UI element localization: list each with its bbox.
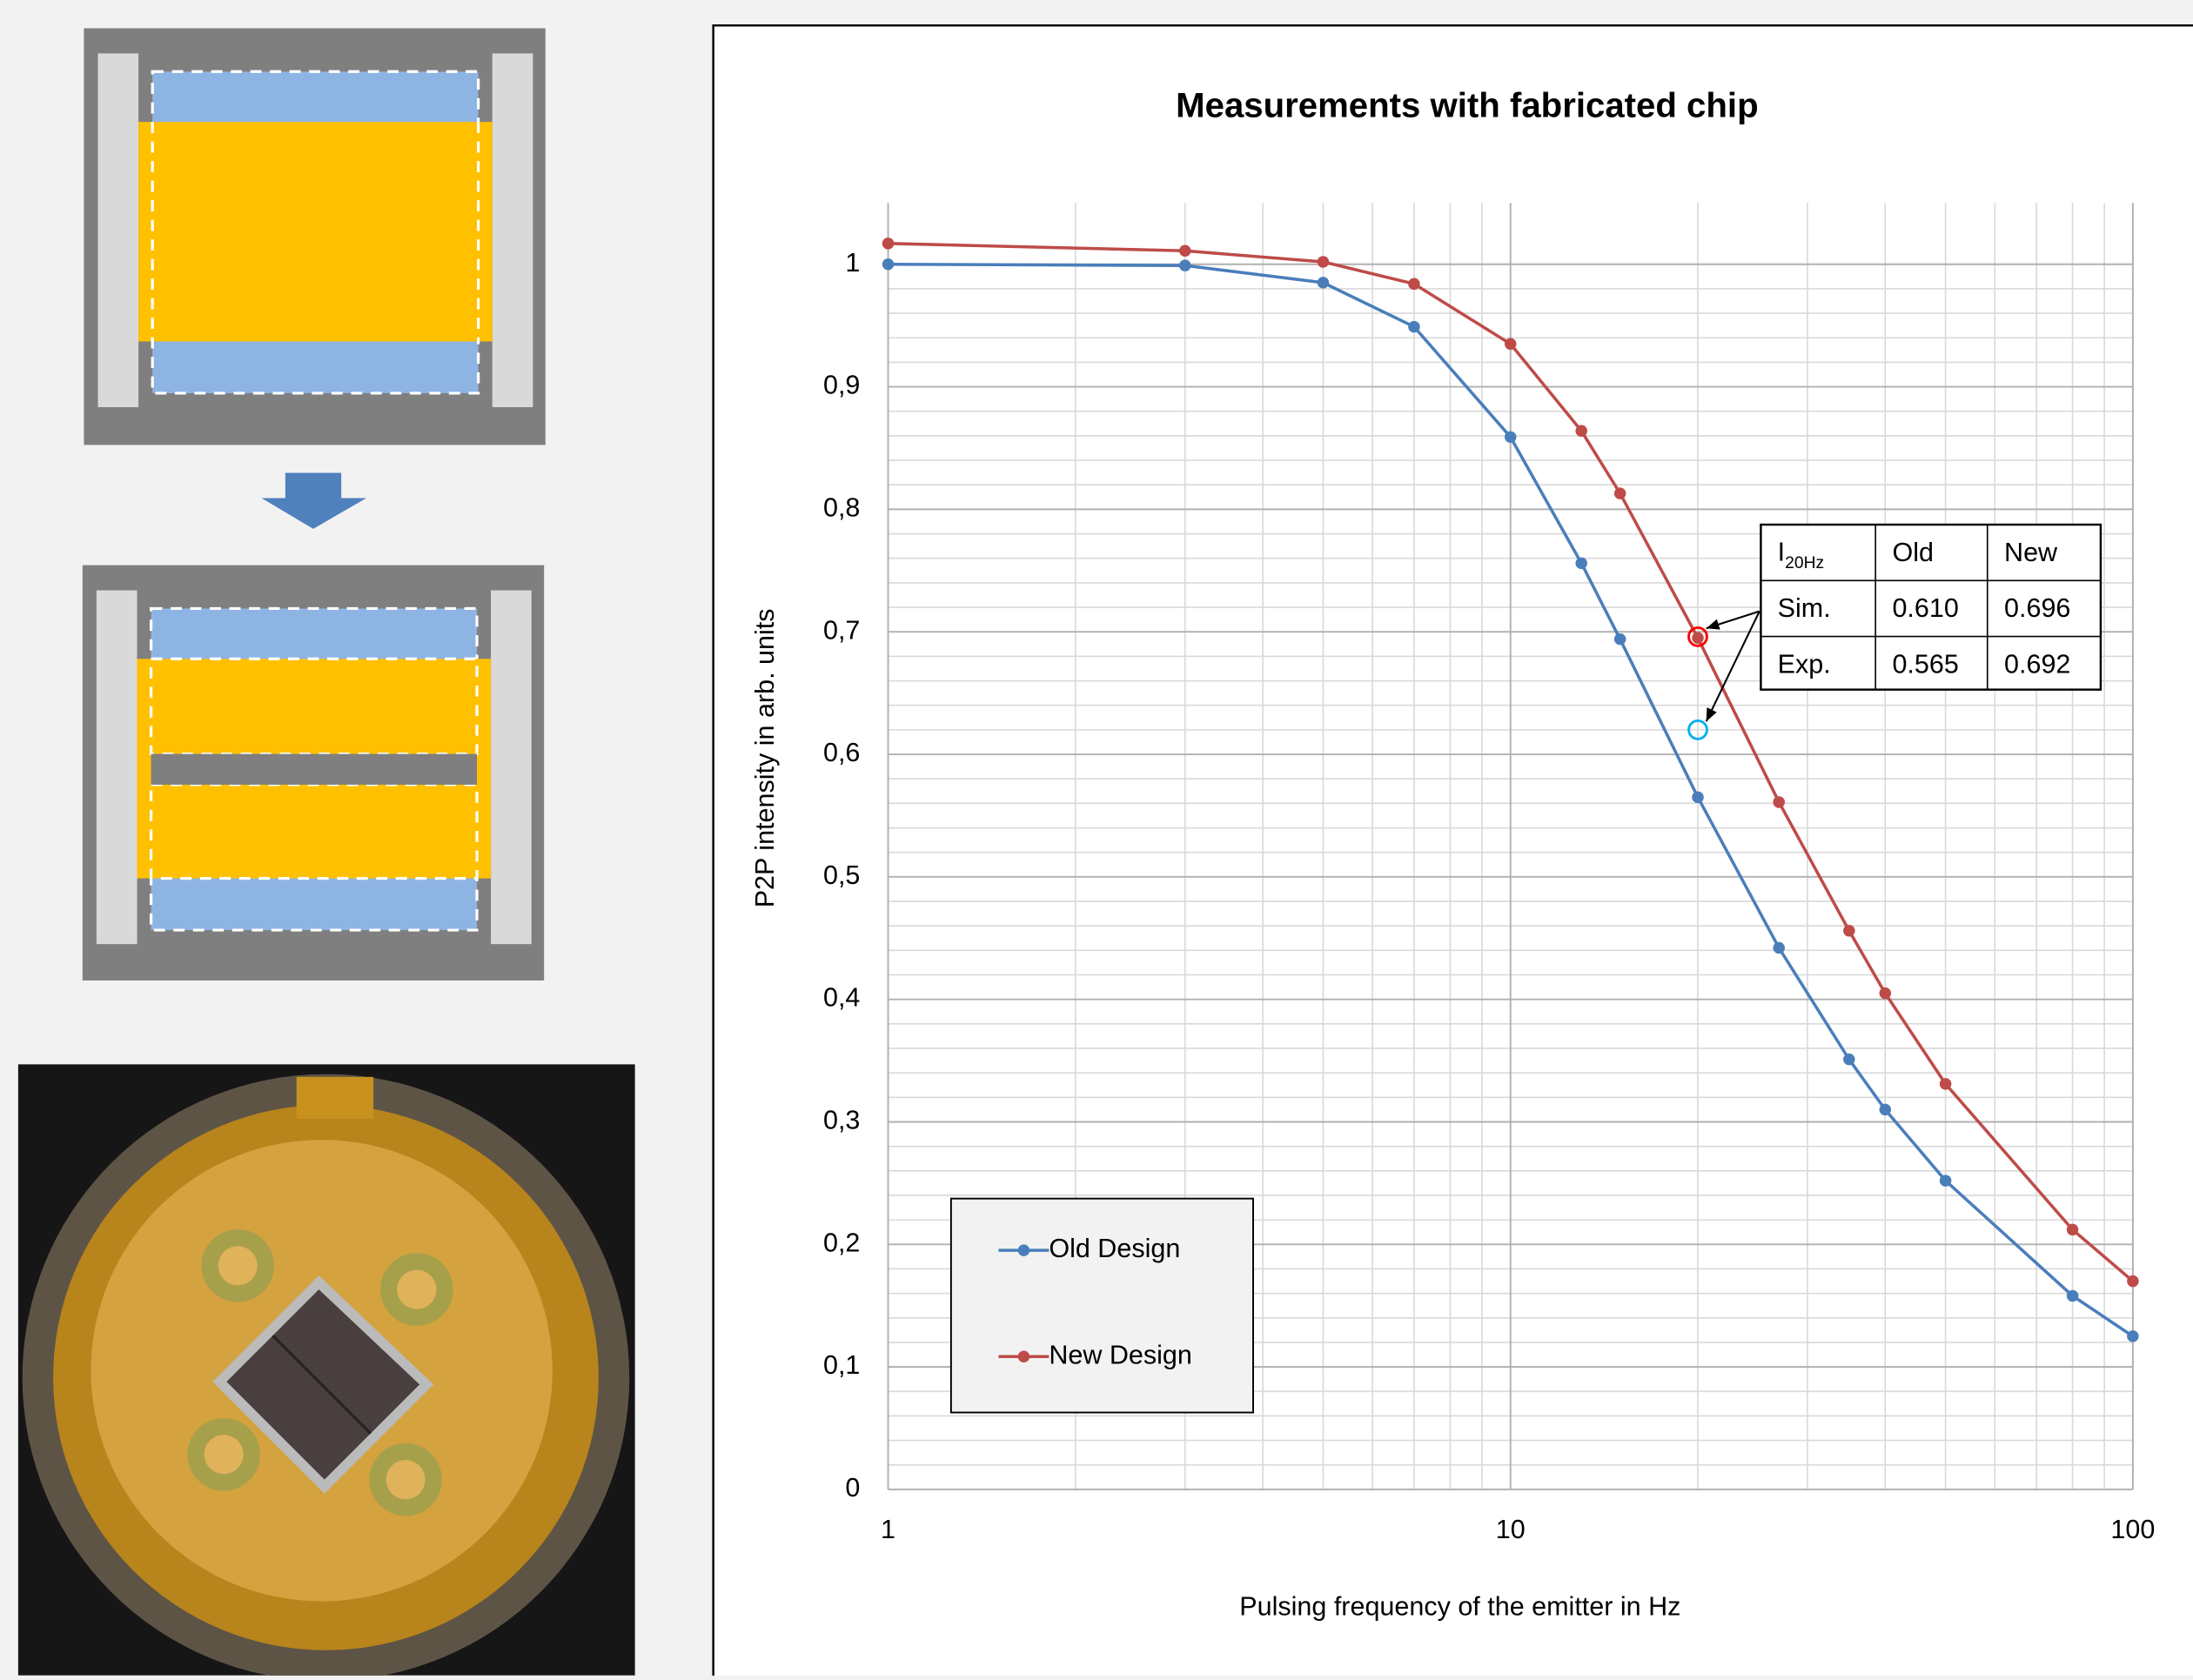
table-header-cell: Old bbox=[1892, 538, 1934, 567]
data-point bbox=[1179, 245, 1191, 258]
y-tick-label: 0,7 bbox=[823, 615, 860, 645]
table-cell: 0.565 bbox=[1892, 649, 1958, 679]
symbol: I bbox=[1778, 538, 1785, 567]
data-point bbox=[1880, 987, 1892, 1000]
old-design-diagram bbox=[84, 28, 545, 445]
legend-label: New Design bbox=[1049, 1340, 1192, 1369]
table-cell: 0.610 bbox=[1892, 593, 1958, 623]
y-tick-label: 0,4 bbox=[823, 983, 860, 1013]
data-point bbox=[1843, 1054, 1855, 1066]
data-point bbox=[1940, 1175, 1952, 1187]
data-point bbox=[1614, 487, 1626, 499]
y-tick-label: 1 bbox=[845, 248, 860, 278]
chart-title: Measurements with fabricated chip bbox=[1176, 86, 1758, 125]
figure: Measurements with fabricated chip Pulsin… bbox=[0, 0, 2193, 1676]
table-cell: 0.692 bbox=[2004, 649, 2070, 679]
table-cell: Sim. bbox=[1778, 593, 1831, 623]
data-point bbox=[1408, 278, 1420, 290]
x-tick-label: 100 bbox=[2110, 1515, 2155, 1544]
subscript: 20Hz bbox=[1785, 554, 1824, 572]
data-point bbox=[1773, 942, 1785, 954]
data-point bbox=[1880, 1104, 1892, 1116]
x-tick-label: 10 bbox=[1496, 1515, 1526, 1544]
data-point bbox=[1692, 792, 1704, 804]
data-point bbox=[1408, 321, 1420, 333]
legend-label: Old Design bbox=[1049, 1234, 1180, 1263]
page: Measurements with fabricated chip Pulsin… bbox=[0, 0, 2193, 1680]
y-axis-title: P2P intensity in arb. units bbox=[750, 609, 780, 908]
data-point bbox=[1505, 338, 1517, 350]
data-point bbox=[1940, 1078, 1952, 1090]
data-point bbox=[1692, 633, 1704, 645]
data-point bbox=[2127, 1330, 2139, 1342]
legend-swatch-dot bbox=[1018, 1351, 1030, 1363]
y-tick-label: 0,2 bbox=[823, 1228, 860, 1257]
data-point bbox=[1773, 796, 1785, 808]
table-cell: Exp. bbox=[1778, 649, 1831, 679]
data-point bbox=[1318, 277, 1330, 289]
y-tick-label: 0 bbox=[845, 1473, 860, 1503]
legend-swatch-dot bbox=[1018, 1244, 1030, 1256]
x-tick-label: 1 bbox=[881, 1515, 895, 1544]
x-axis-title: Pulsing frequency of the emitter in Hz bbox=[1239, 1592, 1680, 1622]
data-point bbox=[2127, 1275, 2139, 1288]
table-cell: 0.696 bbox=[2004, 593, 2070, 623]
y-tick-label: 0,9 bbox=[823, 371, 860, 400]
data-point bbox=[882, 238, 895, 250]
data-point bbox=[1505, 432, 1517, 444]
y-tick-label: 0,3 bbox=[823, 1106, 860, 1135]
new-design-diagram bbox=[83, 566, 544, 981]
value-table: I20Hz Old New Sim. 0.610 0.696 Exp. 0.565 0.692 bbox=[1760, 525, 2101, 690]
table-header-cell: New bbox=[2004, 538, 2058, 567]
data-point bbox=[1843, 925, 1855, 937]
data-point bbox=[1575, 558, 1587, 570]
y-tick-label: 0,6 bbox=[823, 738, 860, 767]
chart-area bbox=[714, 25, 2193, 1676]
y-tick-label: 0,8 bbox=[823, 492, 860, 522]
y-tick-label: 0,5 bbox=[823, 860, 860, 890]
data-point bbox=[882, 258, 895, 270]
legend-box bbox=[951, 1199, 1253, 1413]
data-point bbox=[1614, 633, 1626, 646]
data-point bbox=[2067, 1224, 2079, 1236]
data-point bbox=[1575, 425, 1587, 437]
y-tick-label: 0,1 bbox=[823, 1350, 860, 1380]
data-point bbox=[1318, 256, 1330, 268]
data-point bbox=[2067, 1290, 2079, 1302]
data-point bbox=[1179, 259, 1191, 271]
chip-photo bbox=[18, 1064, 635, 1676]
